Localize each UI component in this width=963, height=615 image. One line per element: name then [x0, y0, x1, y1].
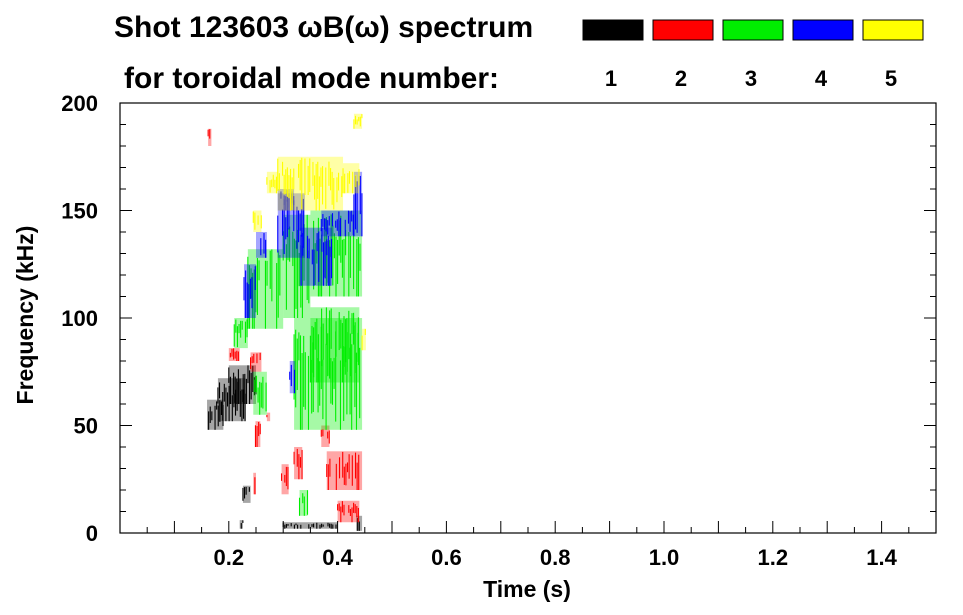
mode-1-region	[242, 485, 251, 503]
mode-5-region	[362, 328, 366, 351]
mode-4-region	[353, 171, 363, 237]
y-tick-label: 100	[61, 306, 98, 331]
mode-2-region	[250, 352, 262, 372]
y-tick-label: 0	[86, 521, 98, 546]
legend-label-mode-3: 3	[745, 66, 757, 91]
mode-3-region	[299, 490, 308, 516]
x-tick-label: 1.2	[758, 545, 789, 570]
mode-2-region	[321, 425, 330, 447]
x-tick-label: 0.4	[322, 545, 353, 570]
mode-4-region	[256, 232, 267, 258]
y-tick-label: 150	[61, 199, 98, 224]
mode-2-region	[255, 421, 261, 447]
x-tick-label: 1.4	[866, 545, 897, 570]
mode-5-region	[343, 163, 360, 194]
legend-swatch-mode-4	[792, 19, 854, 41]
legend-label-mode-1: 1	[605, 66, 617, 91]
series-mode-5	[252, 113, 366, 351]
x-axis-label: Time (s)	[483, 576, 571, 602]
spectrum-marks	[207, 113, 366, 531]
y-axis-label: Frequency (kHz)	[12, 226, 38, 405]
mode-2-region	[294, 447, 303, 480]
y-tick-label: 50	[74, 414, 98, 439]
legend-label-mode-4: 4	[815, 66, 828, 91]
series-mode-3	[233, 210, 363, 516]
x-tick-label: 1.0	[649, 545, 680, 570]
series-mode-2	[207, 128, 363, 523]
legend-swatch-mode-1	[582, 19, 644, 41]
axis-ticks: 0.2 0.4 0.6 0.8 1.0 1.2 1.4 0 50 100 150 200	[61, 91, 936, 570]
legend-label-mode-5: 5	[885, 66, 897, 91]
mode-4-region	[289, 361, 296, 394]
legend-swatch-mode-2	[652, 19, 714, 41]
x-tick-label: 0.8	[540, 545, 571, 570]
y-tick-label: 200	[61, 91, 98, 116]
legend-swatch-mode-3	[722, 19, 784, 41]
mode-5-region	[353, 113, 363, 129]
mode-5-region	[253, 210, 262, 232]
series-mode-4	[243, 171, 363, 394]
x-tick-label: 0.6	[431, 545, 462, 570]
mode-4-region	[299, 227, 333, 286]
mode-1-region	[283, 522, 338, 529]
mode-5-region	[266, 171, 278, 194]
legend-label-mode-2: 2	[675, 66, 687, 91]
legend: 1 2 3 4 5	[582, 19, 924, 91]
legend-swatch-mode-5	[862, 19, 924, 41]
mode-2-region	[266, 412, 271, 422]
mode-2-region	[228, 348, 240, 361]
x-tick-label: 0.2	[214, 545, 245, 570]
chart-title-line1: Shot 123603 ωB(ω) spectrum	[114, 11, 533, 44]
series-mode-1	[207, 365, 363, 531]
chart-title-line2: for toroidal mode number:	[124, 62, 499, 95]
